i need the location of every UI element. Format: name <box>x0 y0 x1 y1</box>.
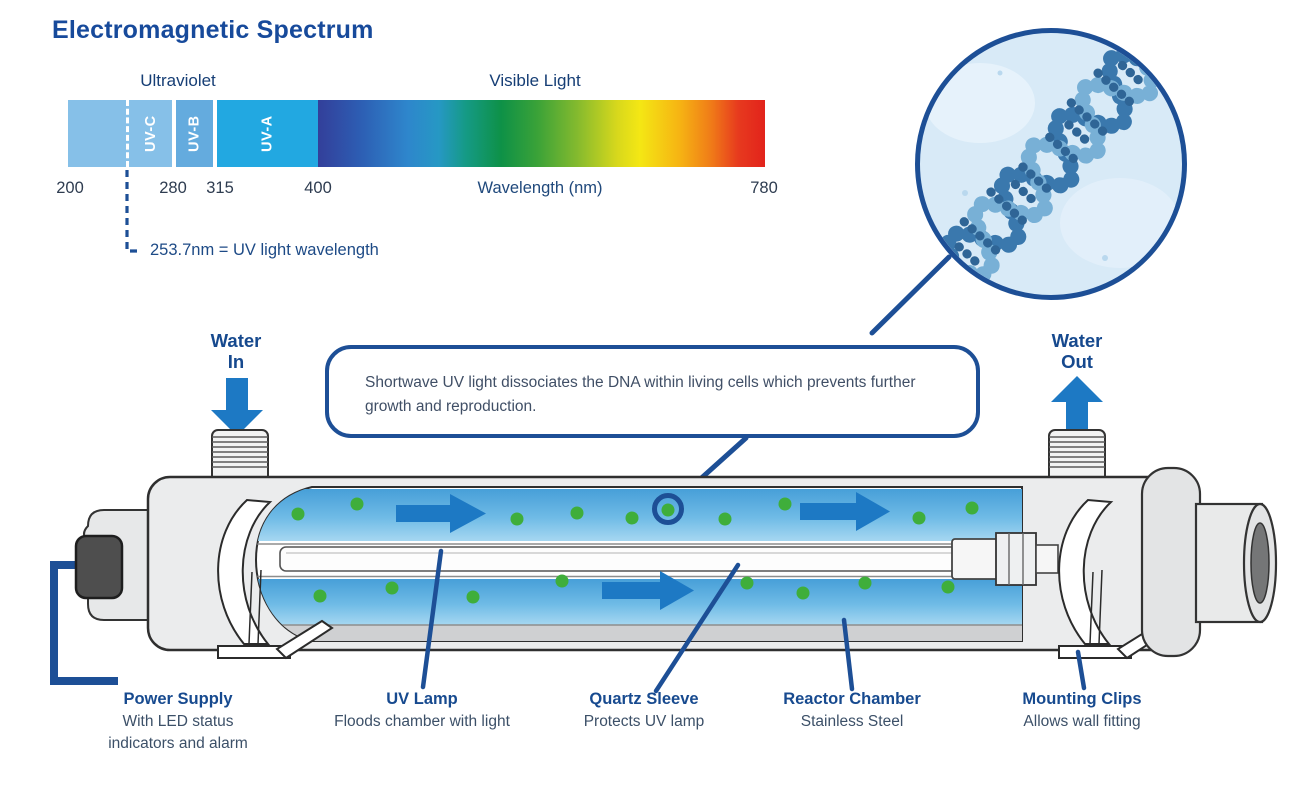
uv-b-band: UV-B <box>176 100 213 167</box>
steel-wall-band <box>256 625 1022 641</box>
mounting-clips-leader-line <box>1075 649 1087 691</box>
uv-lamp-leader-line <box>420 548 444 690</box>
uv-a-band-label: UV-A <box>259 115 276 152</box>
microbe-dots <box>291 497 979 604</box>
uv-lamp-label: UV Lamp Floods chamber with light <box>334 690 510 730</box>
water-in-arrow-icon <box>211 378 263 436</box>
power-cord-plug <box>74 534 124 600</box>
reactor-chamber-label: Reactor Chamber Stainless Steel <box>783 690 921 730</box>
tick-400: 400 <box>304 179 332 197</box>
dna-magnifier-image <box>915 28 1187 300</box>
flow-arrow-icon <box>800 492 890 531</box>
uv-lamp-tube <box>279 532 1059 586</box>
uv-a-band: UV-A <box>217 100 318 167</box>
flow-arrows <box>396 492 890 610</box>
tick-280: 280 <box>159 179 187 197</box>
dna-callout-line <box>869 254 952 336</box>
leader-lines <box>420 548 1087 694</box>
water-in-label: Water In <box>210 330 262 372</box>
page-title: Electromagnetic Spectrum <box>52 16 374 44</box>
quartz-sleeve-leader-line <box>653 562 741 694</box>
uv-wavelength-pointer-line <box>125 170 141 253</box>
tick-780: 780 <box>750 179 778 197</box>
visible-light-label: Visible Light <box>489 71 581 90</box>
uv-b-band-label: UV-B <box>186 115 203 152</box>
tick-200: 200 <box>56 179 84 197</box>
flow-arrow-icon <box>396 494 486 533</box>
visible-spectrum-bar <box>318 100 765 167</box>
water-out-label: Water Out <box>1051 330 1103 372</box>
quartz-sleeve-band <box>256 543 1022 626</box>
tick-315: 315 <box>206 179 234 197</box>
uv-wavelength-annotation: 253.7nm = UV light wavelength <box>150 241 379 259</box>
callout-text: Shortwave UV light dissociates the DNA w… <box>365 374 916 415</box>
quartz-sleeve-label: Quartz Sleeve Protects UV lamp <box>583 690 705 730</box>
reactor-chamber-leader-line <box>841 617 855 692</box>
mounting-clips-label: Mounting Clips Allows wall fitting <box>1022 690 1142 730</box>
power-supply-label: Power Supply With LED status indicators … <box>108 690 248 752</box>
callout-pointer-ring-icon <box>652 493 684 525</box>
water-out-arrow-icon <box>1051 376 1103 434</box>
right-end-assembly <box>1140 466 1278 658</box>
dna-helix-icon <box>925 47 1180 283</box>
uv-band-base: UV-C <box>68 100 172 167</box>
flow-arrow-icon <box>602 571 694 610</box>
ultraviolet-label: Ultraviolet <box>140 71 216 90</box>
uv-253-dashed-marker <box>126 100 129 167</box>
mounting-clip-left <box>217 498 334 660</box>
uv-c-band-label: UV-C <box>143 115 159 152</box>
wavelength-axis-label: Wavelength (nm) <box>477 179 603 197</box>
dna-callout-box: Shortwave UV light dissociates the DNA w… <box>325 345 980 438</box>
water-channel-top <box>256 489 1022 541</box>
